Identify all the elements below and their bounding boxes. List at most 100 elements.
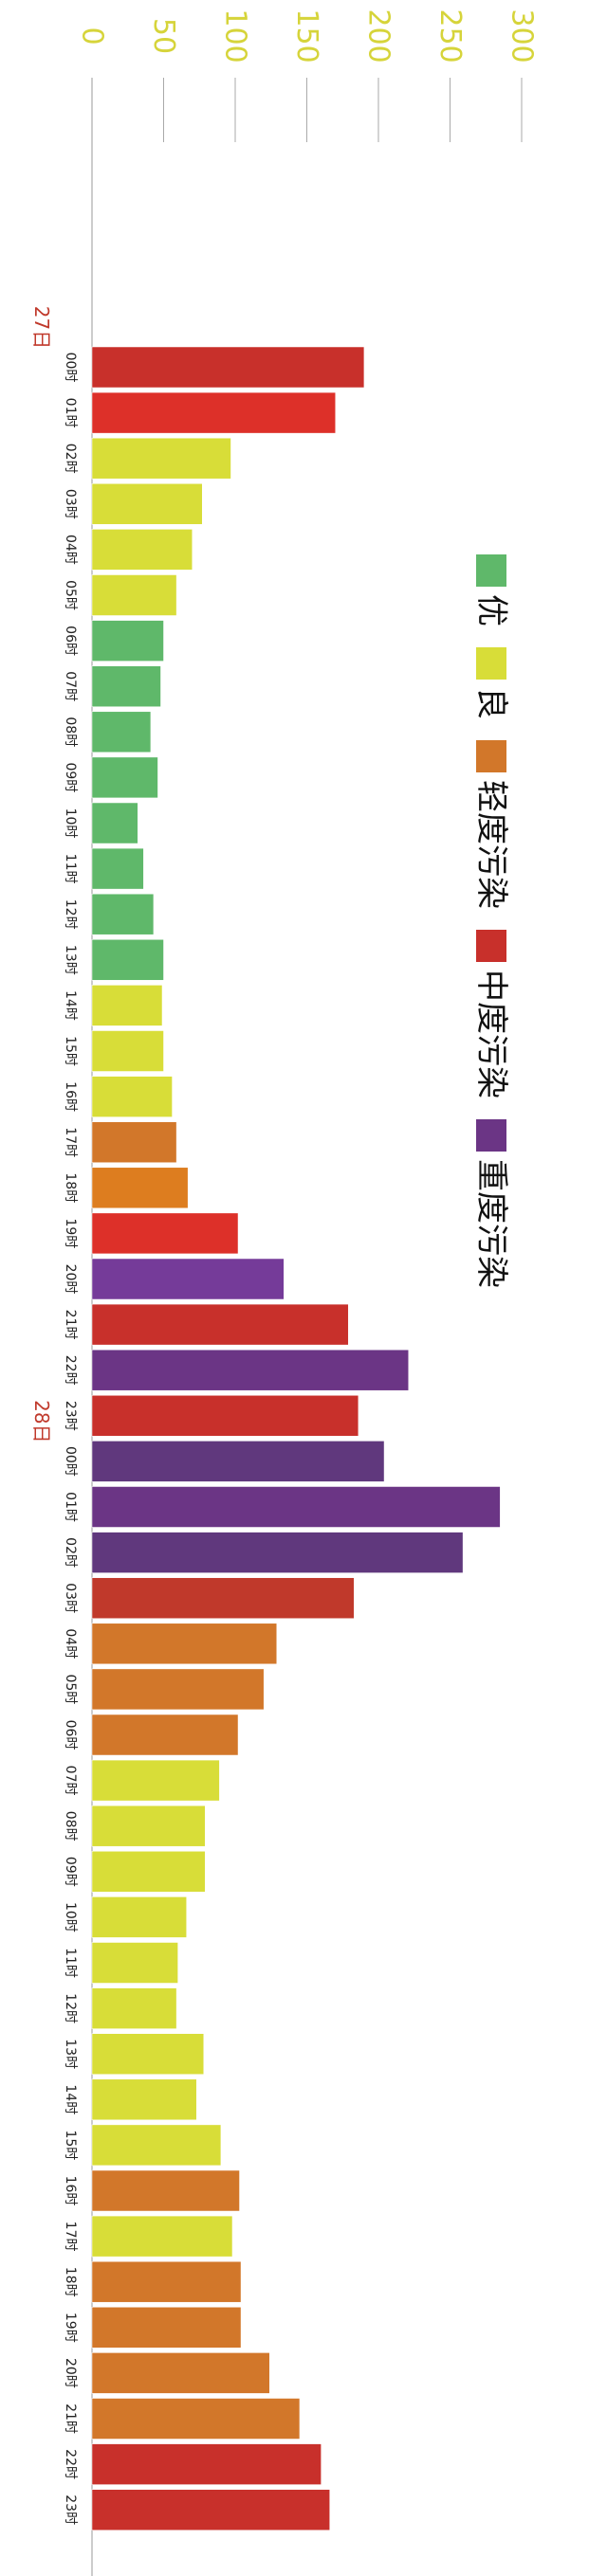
category-label: 12时 <box>63 1993 78 2023</box>
bar <box>91 346 365 389</box>
bar <box>91 437 231 480</box>
day-label: 27日 <box>30 306 53 349</box>
category-label: 07时 <box>63 1766 78 1796</box>
category-label: 14时 <box>63 990 78 1021</box>
bar <box>91 1759 220 1802</box>
bar <box>91 1303 349 1346</box>
bar <box>91 1896 187 1938</box>
bar <box>91 2307 242 2349</box>
bar <box>91 2443 322 2485</box>
legend-swatch <box>476 554 506 587</box>
legend-label: 中度污染 <box>472 970 510 1098</box>
category-label: 16时 <box>63 2176 78 2206</box>
bar <box>91 1395 359 1437</box>
bar <box>91 529 193 571</box>
category-label: 04时 <box>63 1628 78 1659</box>
bar <box>91 1212 239 1255</box>
category-label: 00时 <box>63 353 78 383</box>
bar <box>91 2078 197 2121</box>
bar <box>91 1167 189 1209</box>
category-label: 02时 <box>63 444 78 474</box>
category-label: 01时 <box>63 1492 78 1522</box>
category-label: 08时 <box>63 717 78 747</box>
bar <box>91 1258 285 1300</box>
bar <box>91 1942 178 1984</box>
category-label: 03时 <box>63 489 78 519</box>
bar <box>91 1349 409 1391</box>
bar <box>91 1623 278 1665</box>
bar <box>91 620 164 662</box>
category-label: 14时 <box>63 2084 78 2114</box>
label-layer: 0 50 100 150 200 250 300 00时 01时 02时 03时 04时 05时 06时 0… <box>30 9 539 2525</box>
category-label: 10时 <box>63 1902 78 1932</box>
category-label: 11时 <box>63 1948 78 1978</box>
bar <box>91 2124 222 2167</box>
bar <box>91 1441 385 1482</box>
category-label: 17时 <box>63 2222 78 2252</box>
category-label: 09时 <box>63 762 78 792</box>
category-label: 18时 <box>63 2267 78 2297</box>
bar <box>91 2489 330 2531</box>
bar <box>91 1121 177 1163</box>
tick-label: 0 <box>76 27 109 45</box>
category-label: 13时 <box>63 2039 78 2069</box>
category-label: 22时 <box>63 2449 78 2479</box>
category-label: 05时 <box>63 580 78 610</box>
category-label: 11时 <box>63 854 78 884</box>
category-label: 02时 <box>63 1537 78 1568</box>
bar <box>91 939 164 981</box>
category-label: 15时 <box>63 1036 78 1066</box>
bar <box>91 711 152 753</box>
category-label: 21时 <box>63 1310 78 1340</box>
bar <box>91 2260 242 2303</box>
tick-label: 300 <box>506 9 539 63</box>
bar <box>91 847 144 890</box>
bar <box>91 1076 173 1117</box>
bar <box>91 1714 239 1756</box>
category-label: 09时 <box>63 1857 78 1887</box>
category-label: 08时 <box>63 1811 78 1841</box>
legend-label: 轻度污染 <box>472 780 510 909</box>
category-label: 13时 <box>63 945 78 975</box>
bar <box>91 665 161 707</box>
bar <box>91 1030 164 1072</box>
bar <box>91 756 158 799</box>
tick-label: 250 <box>433 9 467 63</box>
category-label: 06时 <box>63 626 78 656</box>
bar <box>91 2398 301 2440</box>
category-label: 03时 <box>63 1583 78 1613</box>
category-label: 04时 <box>63 535 78 565</box>
bar <box>91 2352 270 2394</box>
tick-label: 50 <box>147 18 180 54</box>
category-label: 01时 <box>63 398 78 428</box>
category-label: 12时 <box>63 899 78 930</box>
bar <box>91 1805 206 1847</box>
category-label: 10时 <box>63 808 78 839</box>
legend-label: 重度污染 <box>472 1159 510 1288</box>
category-label: 07时 <box>63 671 78 701</box>
category-label: 22时 <box>63 1355 78 1386</box>
category-label: 17时 <box>63 1127 78 1157</box>
category-label: 20时 <box>63 1264 78 1295</box>
category-label: 16时 <box>63 1081 78 1112</box>
bar <box>91 1987 177 2029</box>
bar <box>91 893 155 935</box>
tick-label: 100 <box>219 9 252 63</box>
legend-label: 优 <box>472 594 510 626</box>
category-label: 06时 <box>63 1720 78 1751</box>
category-label: 19时 <box>63 1218 78 1248</box>
bar <box>91 1486 501 1528</box>
category-label: 23时 <box>63 2494 78 2525</box>
bar <box>91 1532 464 1573</box>
legend-swatch <box>476 1119 506 1152</box>
bar <box>91 574 177 616</box>
bar <box>91 2169 240 2212</box>
bar <box>91 391 336 434</box>
bar <box>91 1577 355 1619</box>
category-label: 18时 <box>63 1172 78 1203</box>
bar <box>91 802 138 844</box>
bar <box>91 985 163 1026</box>
